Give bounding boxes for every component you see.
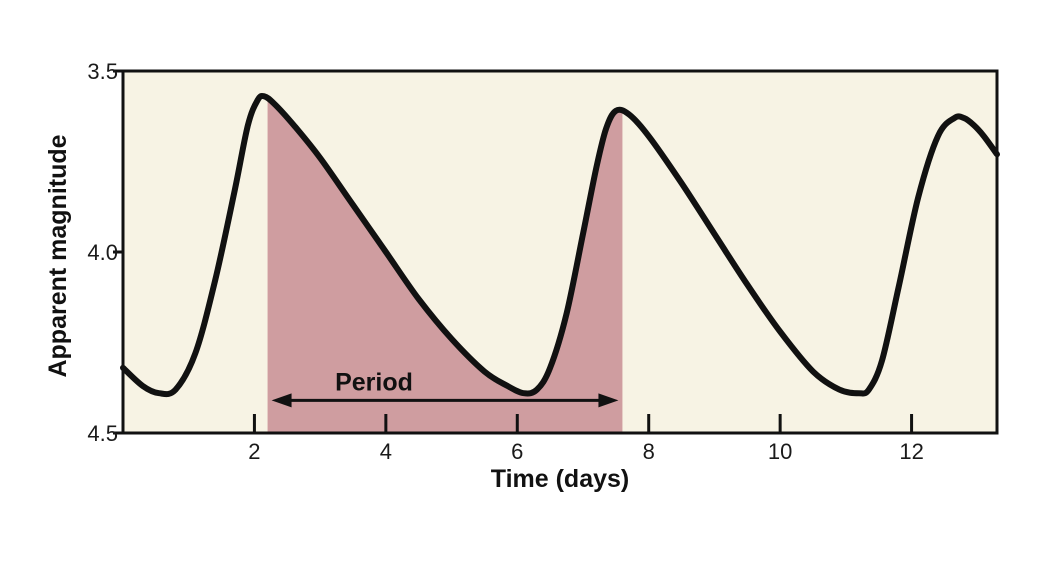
y-tick-label: 4.0 bbox=[87, 240, 118, 265]
light-curve-line bbox=[120, 92, 1000, 398]
period-label: Period bbox=[335, 368, 413, 396]
y-tick-label: 3.5 bbox=[87, 59, 118, 84]
line-layer bbox=[120, 92, 1000, 398]
annotation-layer: Period bbox=[271, 368, 619, 408]
x-tick-label: 12 bbox=[899, 439, 923, 464]
x-tick-label: 6 bbox=[511, 439, 523, 464]
period-shaded-area bbox=[267, 97, 623, 433]
ticks-layer: 2 4 6 8 10 12 3.5 4.0 4.5 bbox=[87, 59, 923, 464]
period-arrow-left-head bbox=[271, 393, 292, 408]
x-tick-label: 2 bbox=[248, 439, 260, 464]
y-axis-title: Apparent magnitude bbox=[44, 134, 72, 377]
period-arrow-right-head bbox=[598, 393, 619, 408]
period-layer bbox=[267, 97, 623, 433]
x-tick-label: 4 bbox=[380, 439, 392, 464]
x-tick-label: 10 bbox=[768, 439, 792, 464]
y-tick-label: 4.5 bbox=[87, 421, 118, 446]
x-tick-label: 8 bbox=[643, 439, 655, 464]
x-axis-title: Time (days) bbox=[491, 465, 629, 493]
